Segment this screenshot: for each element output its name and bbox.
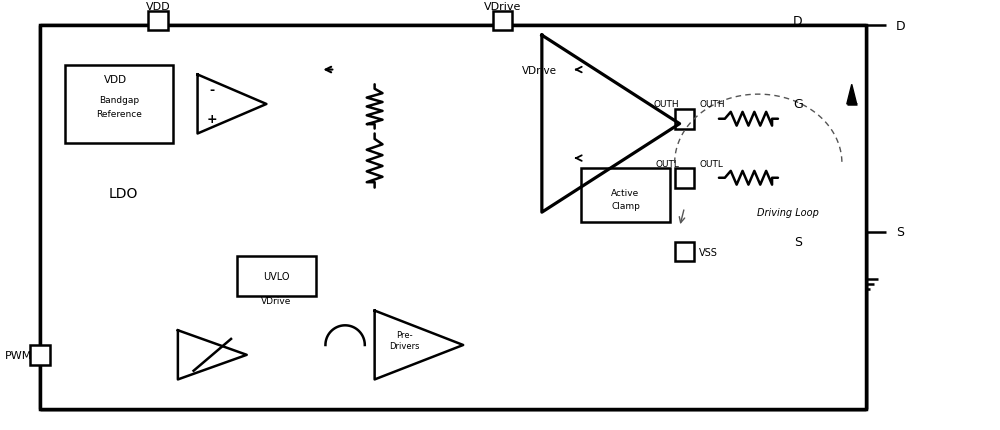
- Text: +: +: [207, 113, 218, 126]
- Text: VDrive: VDrive: [522, 65, 557, 75]
- Polygon shape: [847, 85, 857, 105]
- Text: Bandgap: Bandgap: [99, 95, 139, 104]
- Text: OUTL: OUTL: [699, 159, 723, 168]
- Text: VDD: VDD: [104, 75, 127, 85]
- Text: Pre-
Drivers: Pre- Drivers: [389, 331, 419, 350]
- Bar: [237, 257, 316, 296]
- Text: VDD: VDD: [146, 2, 171, 12]
- Text: OUTL: OUTL: [656, 159, 680, 168]
- Bar: [40, 26, 866, 409]
- Text: Driving Loop: Driving Loop: [757, 208, 819, 218]
- Bar: [65, 65, 173, 144]
- Text: S: S: [794, 236, 802, 249]
- Bar: [30, 345, 50, 365]
- Text: -: -: [210, 83, 215, 96]
- Polygon shape: [178, 331, 247, 380]
- Text: Clamp: Clamp: [611, 201, 640, 210]
- Polygon shape: [198, 75, 266, 134]
- Text: VSS: VSS: [699, 247, 718, 257]
- Text: UVLO: UVLO: [263, 271, 290, 282]
- Text: Reference: Reference: [96, 110, 142, 119]
- Polygon shape: [542, 36, 680, 213]
- Bar: [675, 169, 694, 188]
- Text: OUTH: OUTH: [699, 100, 725, 109]
- Text: D: D: [896, 20, 906, 33]
- Text: VDrive: VDrive: [484, 2, 521, 12]
- Polygon shape: [375, 311, 463, 380]
- Bar: [581, 169, 670, 222]
- Bar: [493, 12, 512, 31]
- Bar: [675, 242, 694, 262]
- Text: S: S: [896, 226, 904, 239]
- Bar: [148, 12, 168, 31]
- Bar: [60, 36, 463, 213]
- Text: Active: Active: [611, 189, 640, 197]
- Text: VDrive: VDrive: [261, 297, 291, 305]
- Text: LDO: LDO: [109, 186, 138, 200]
- Text: PWM: PWM: [5, 350, 32, 360]
- Bar: [675, 110, 694, 129]
- Text: OUTH: OUTH: [654, 100, 680, 109]
- Text: D: D: [793, 15, 802, 28]
- Text: G: G: [793, 98, 803, 111]
